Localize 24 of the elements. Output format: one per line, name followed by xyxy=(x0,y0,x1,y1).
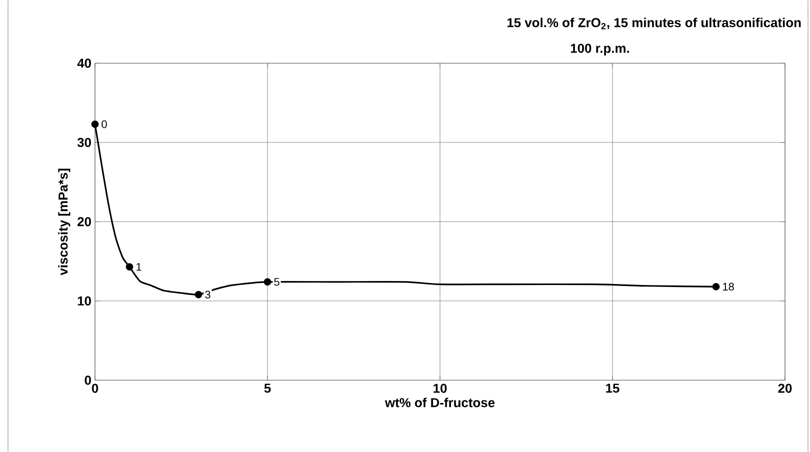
point xyxy=(264,278,272,286)
x-tick-label: 10 xyxy=(434,384,447,393)
x-tick-label: 0 xyxy=(92,384,98,393)
chart-title: 15 vol.% of ZrO$_{2}$, 15 minutes of ultrasonification xyxy=(507,18,801,30)
point xyxy=(194,290,202,298)
annotation: 5 xyxy=(274,278,280,286)
annotation: 0 xyxy=(102,120,107,128)
point xyxy=(91,120,99,128)
x-tick-label: 20 xyxy=(778,384,792,393)
x-tick-label: 5 xyxy=(264,384,271,393)
y-tick-label: 10 xyxy=(78,296,91,306)
annotation: 3 xyxy=(205,290,210,298)
y-tick-label: 0 xyxy=(84,375,91,385)
y-tick-label: 20 xyxy=(78,216,91,226)
y-tick-label: 30 xyxy=(77,138,91,147)
annotation: 1 xyxy=(136,262,142,270)
x-tick-label: 15 xyxy=(606,384,620,393)
y-tick-label: 40 xyxy=(77,58,91,68)
x-axis-title: wt% of D-fructose xyxy=(384,398,495,408)
point xyxy=(126,262,134,270)
y-axis-title: viscosity [mPa*s] xyxy=(58,168,70,276)
chart-subtitle: 100 r.p.m. xyxy=(570,44,629,56)
point xyxy=(712,282,720,290)
annotation: 18 xyxy=(723,282,734,290)
